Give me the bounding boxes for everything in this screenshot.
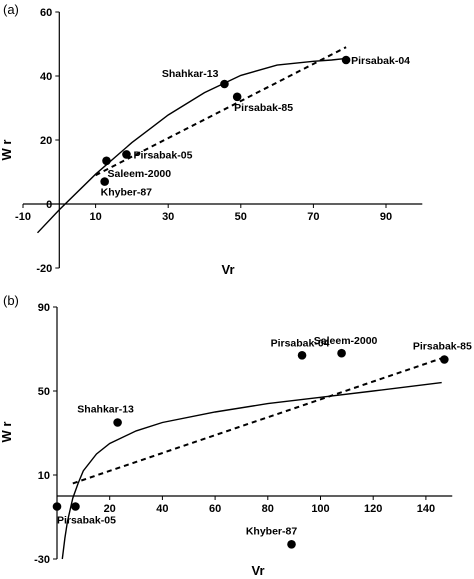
x-tick-label: 70 xyxy=(307,211,319,223)
x-axis-title: Vr xyxy=(251,563,264,578)
x-tick-label: 30 xyxy=(162,211,174,223)
x-tick-label: 80 xyxy=(262,503,274,515)
dashed-fit-line xyxy=(72,356,445,485)
point-label: Shahkar-13 xyxy=(77,404,134,416)
panel-b-chart: 20 40 60 80 100 120 140 -30 10 50 90 Pirsabak-85 Sal… xyxy=(0,293,472,578)
x-tick-label: 10 xyxy=(89,211,101,223)
data-point xyxy=(297,351,307,360)
point-label: Pirsabak-85 xyxy=(413,341,472,353)
data-point xyxy=(71,502,80,511)
data-point xyxy=(122,150,131,159)
x-tick-label: 40 xyxy=(156,503,168,515)
data-point xyxy=(113,418,122,427)
point-label: Khyber-87 xyxy=(246,525,298,537)
y-tick-label: 0 xyxy=(46,199,52,211)
point-label: Shahkar-13 xyxy=(162,68,219,80)
panel-label: (a) xyxy=(3,2,19,17)
point-label: Pirsabak-04 xyxy=(271,337,330,349)
solid-fit-curve xyxy=(36,57,347,234)
data-point xyxy=(52,502,62,511)
data-point xyxy=(440,355,449,364)
data-point xyxy=(287,540,296,549)
dashed-fit-line xyxy=(95,46,347,177)
panel-label: (b) xyxy=(3,293,19,308)
point-label: Pirsabak-04 xyxy=(351,55,410,67)
y-tick-label: -20 xyxy=(36,263,52,275)
solid-fit-curve xyxy=(61,381,442,560)
y-tick-label: -30 xyxy=(34,554,50,566)
point-label: Pirsabak-85 xyxy=(234,102,293,114)
data-point xyxy=(100,177,109,186)
x-tick-label: 60 xyxy=(209,503,221,515)
x-axis-title: Vr xyxy=(221,262,234,277)
data-point xyxy=(232,92,242,102)
y-tick-label: 40 xyxy=(40,71,52,83)
data-point xyxy=(220,79,229,89)
x-tick-label: -10 xyxy=(15,211,31,223)
x-tick-label: 50 xyxy=(235,211,247,223)
point-label: Pirsabak-05 xyxy=(133,149,192,161)
data-point xyxy=(341,55,351,65)
point-label: Saleem-2000 xyxy=(107,168,171,180)
point-label: Saleem-2000 xyxy=(314,335,378,347)
y-tick-label: 60 xyxy=(40,7,52,19)
y-axis-title: W r xyxy=(0,140,14,161)
point-label: Pirsabak-05 xyxy=(57,515,116,527)
data-point xyxy=(337,348,346,358)
y-tick-label: 20 xyxy=(40,135,52,147)
x-tick-label: 120 xyxy=(364,503,382,515)
x-tick-label: 100 xyxy=(311,503,329,515)
x-tick-label: 140 xyxy=(417,503,435,515)
y-tick-label: 90 xyxy=(38,302,50,314)
point-label: Khyber-87 xyxy=(101,187,153,199)
data-point xyxy=(102,156,111,166)
y-tick-label: 50 xyxy=(38,386,50,398)
x-tick-label: 20 xyxy=(104,503,116,515)
x-tick-label: 90 xyxy=(380,211,392,223)
y-axis-title: W r xyxy=(0,422,14,443)
y-tick-label: 10 xyxy=(38,470,50,482)
panel-a-chart: -10 10 30 50 70 90 -20 0 20 40 60 Pirsabak-04 Shahka… xyxy=(0,2,423,277)
